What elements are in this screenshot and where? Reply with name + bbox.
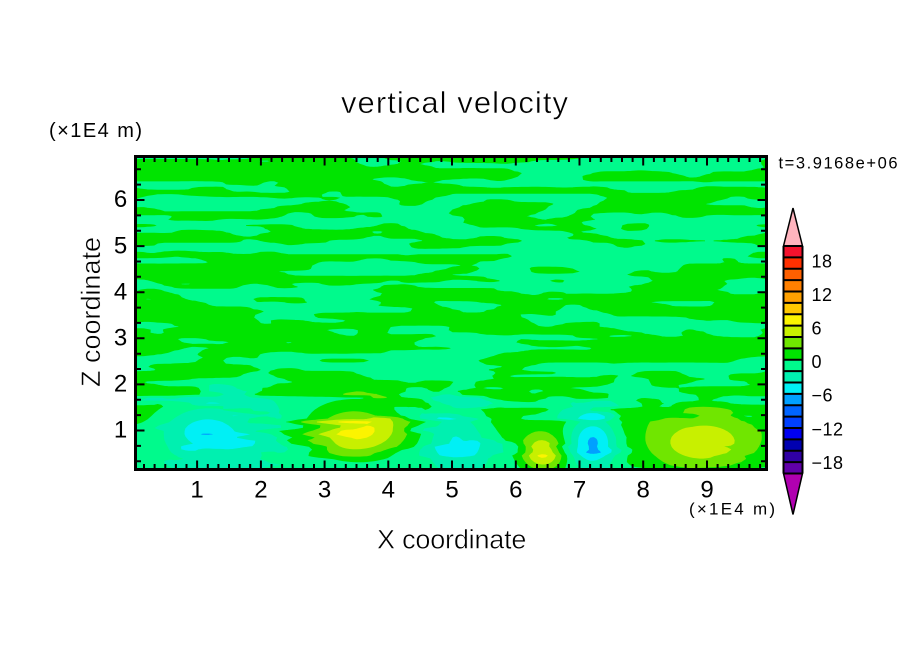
svg-text:3: 3 xyxy=(318,476,331,503)
svg-text:t=3.9168e+06: t=3.9168e+06 xyxy=(779,154,898,172)
svg-text:−12: −12 xyxy=(812,419,844,439)
svg-text:1: 1 xyxy=(190,476,203,503)
svg-text:Z coordinate: Z coordinate xyxy=(76,237,106,387)
svg-text:6: 6 xyxy=(812,319,823,339)
svg-text:4: 4 xyxy=(114,278,127,305)
svg-text:(×1E4 m): (×1E4 m) xyxy=(689,500,775,519)
svg-text:2: 2 xyxy=(254,476,267,503)
svg-text:X coordinate: X coordinate xyxy=(377,524,527,554)
svg-text:5: 5 xyxy=(114,232,127,259)
svg-text:12: 12 xyxy=(812,285,833,305)
svg-text:1: 1 xyxy=(114,417,127,444)
svg-text:2: 2 xyxy=(114,371,127,398)
svg-text:(×1E4 m): (×1E4 m) xyxy=(49,120,142,142)
svg-text:3: 3 xyxy=(114,325,127,352)
svg-text:18: 18 xyxy=(812,251,833,271)
svg-text:−18: −18 xyxy=(812,453,844,473)
svg-text:6: 6 xyxy=(509,476,522,503)
svg-text:6: 6 xyxy=(114,186,127,213)
svg-text:0: 0 xyxy=(812,352,823,372)
svg-text:−6: −6 xyxy=(812,386,834,406)
svg-text:vertical velocity: vertical velocity xyxy=(341,85,569,120)
svg-text:4: 4 xyxy=(382,476,395,503)
svg-text:9: 9 xyxy=(700,476,713,503)
svg-text:7: 7 xyxy=(573,476,586,503)
svg-text:5: 5 xyxy=(445,476,458,503)
svg-text:8: 8 xyxy=(637,476,650,503)
